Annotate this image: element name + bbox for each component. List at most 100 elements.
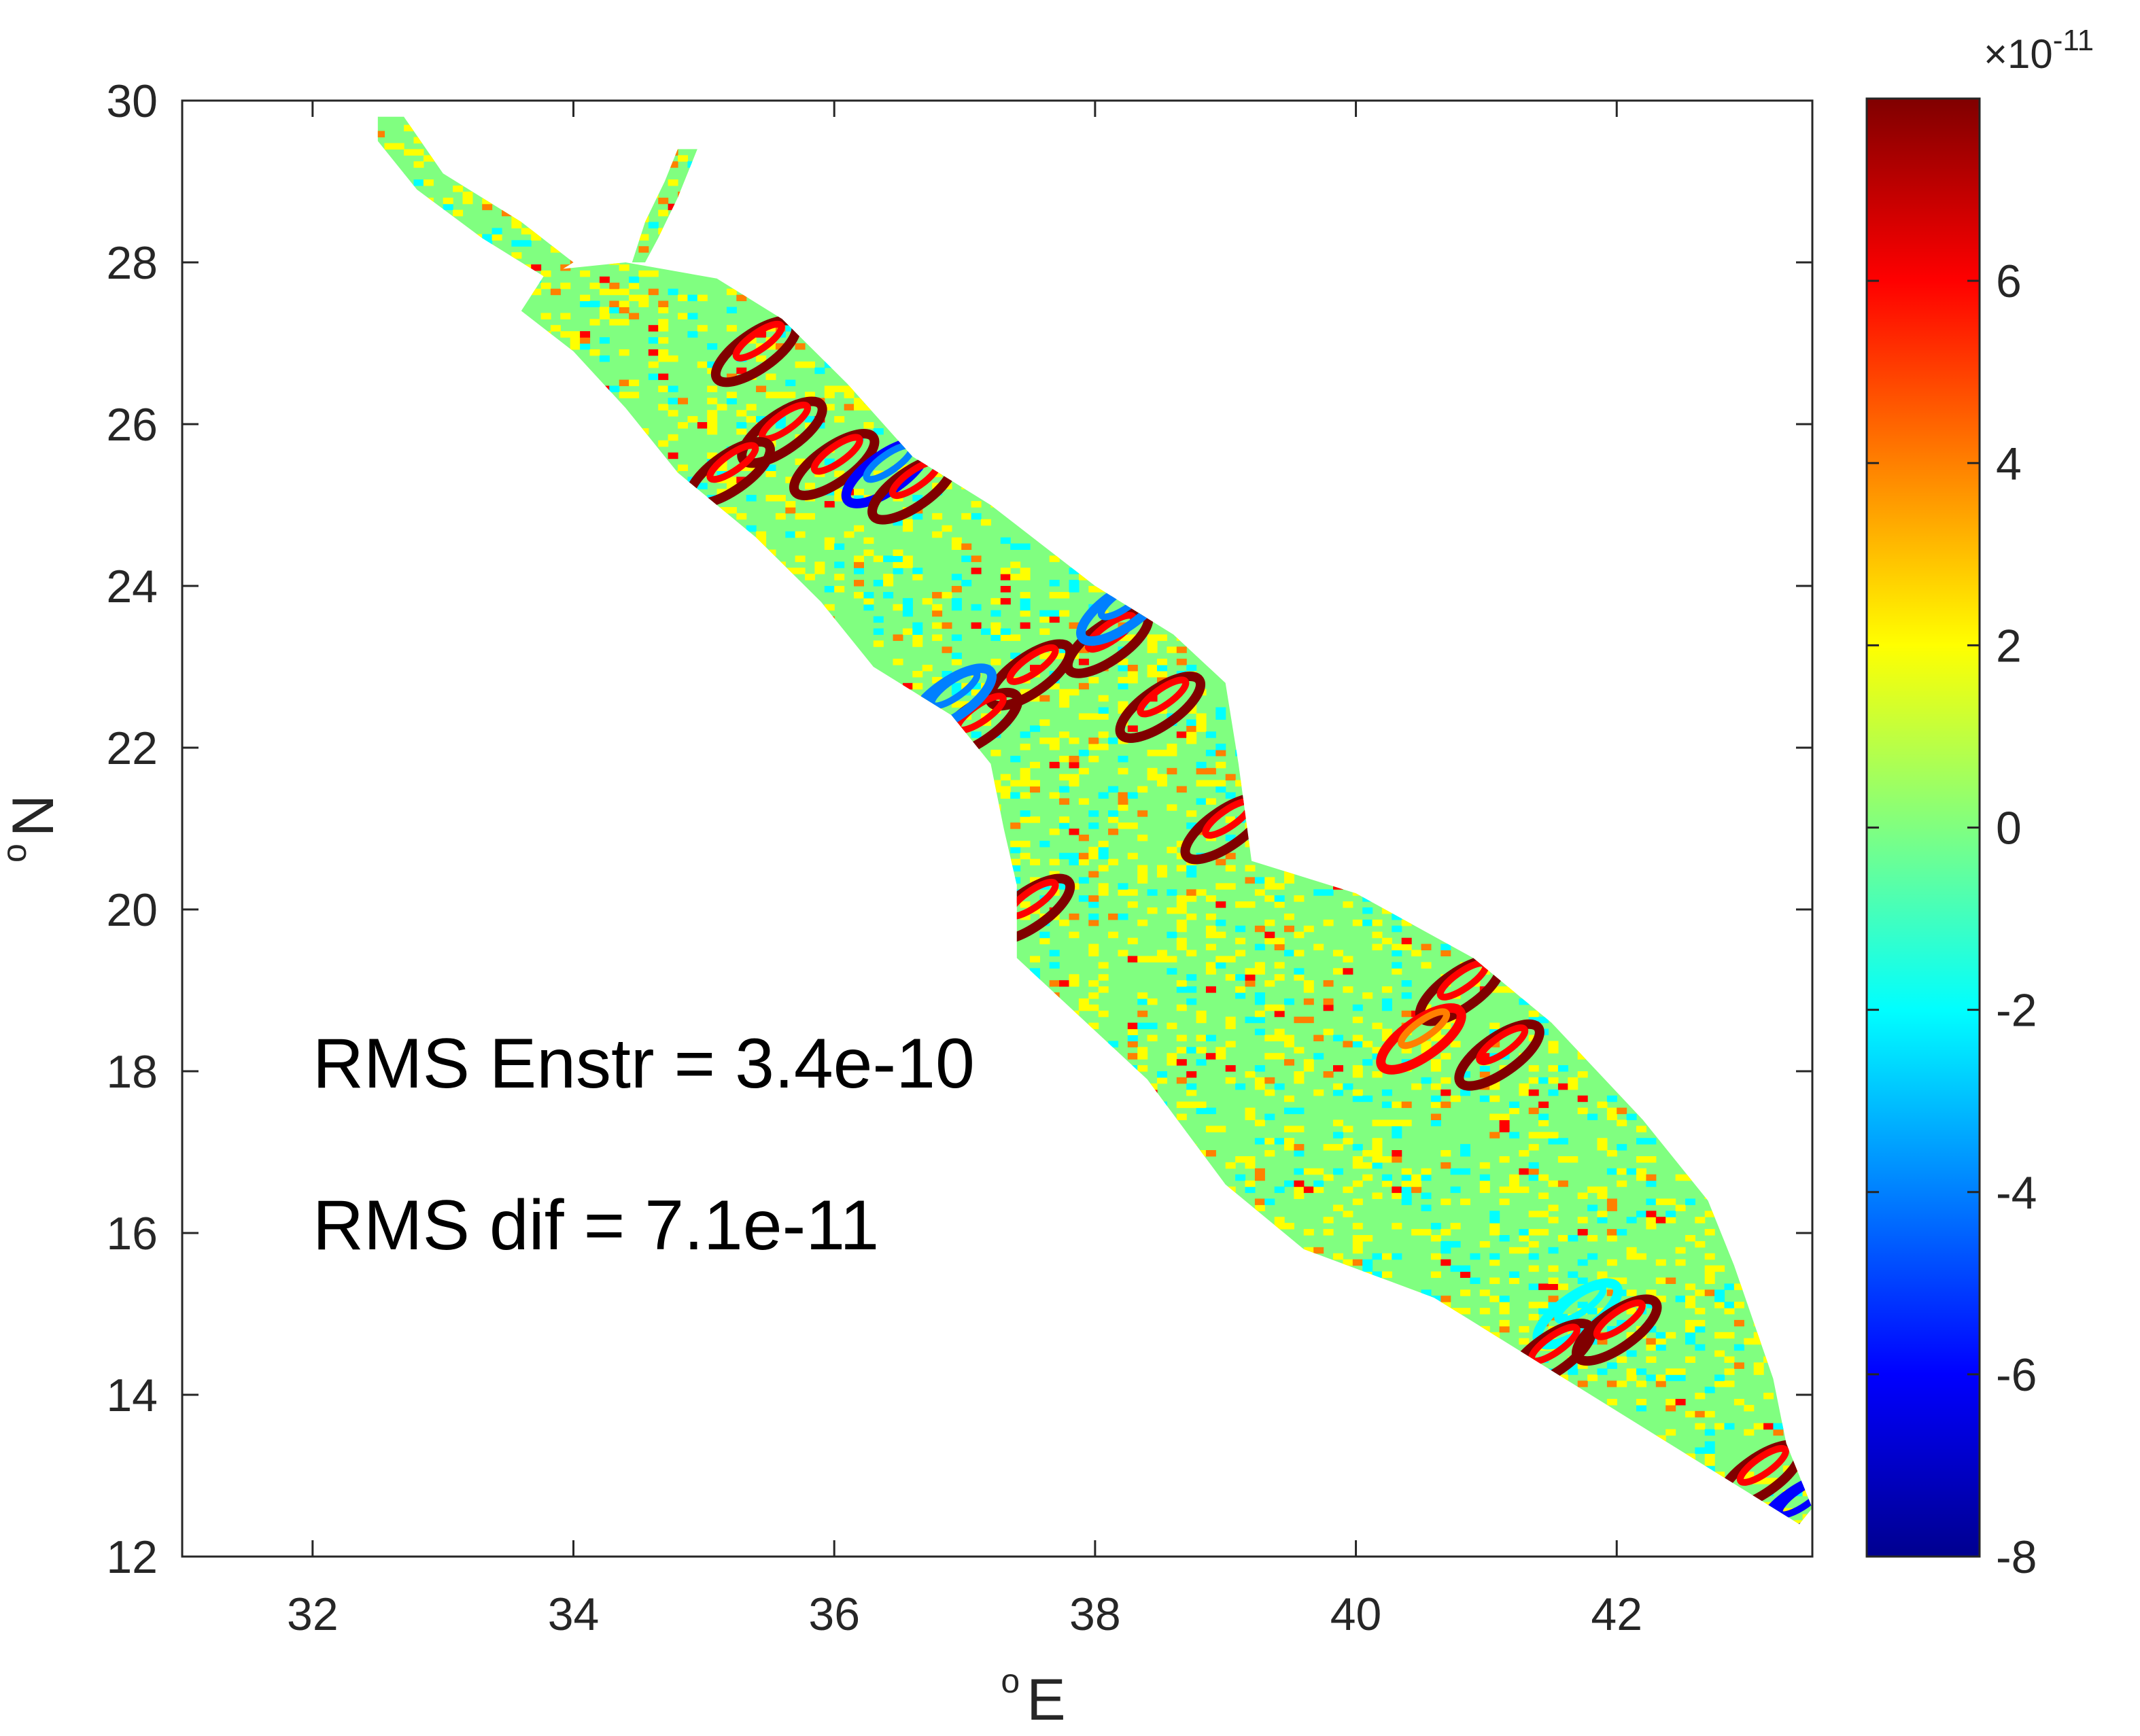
field-cell xyxy=(951,586,962,593)
field-cell xyxy=(1127,889,1138,896)
field-cell xyxy=(990,622,1001,629)
field-cell xyxy=(1078,798,1089,805)
field-cell xyxy=(990,634,1001,641)
field-cell xyxy=(521,228,532,235)
field-cell xyxy=(1069,914,1080,920)
field-cell xyxy=(1127,792,1138,799)
field-cell xyxy=(1020,622,1031,629)
field-cell xyxy=(1205,731,1216,738)
field-cell xyxy=(707,361,718,368)
field-cell xyxy=(893,519,903,526)
field-cell xyxy=(1010,653,1021,659)
field-cell xyxy=(1235,986,1246,993)
field-cell xyxy=(687,416,698,423)
field-cell xyxy=(1118,804,1128,811)
field-cell xyxy=(1196,798,1207,805)
field-cell xyxy=(990,610,1001,617)
field-cell xyxy=(668,203,678,211)
field-cell xyxy=(619,392,629,398)
field-cell xyxy=(658,349,669,356)
field-cell xyxy=(912,640,923,647)
field-cell xyxy=(1118,707,1128,714)
field-cell xyxy=(1176,986,1187,993)
field-cell xyxy=(951,543,962,550)
field-cell xyxy=(1167,767,1177,775)
field-cell xyxy=(795,343,806,350)
field-cell xyxy=(1010,561,1021,568)
field-cell xyxy=(736,428,747,435)
field-cell xyxy=(873,470,884,477)
field-cell xyxy=(1215,931,1226,939)
field-cell xyxy=(482,203,493,211)
field-cell xyxy=(1020,744,1031,750)
field-cell xyxy=(951,604,962,611)
field-cell xyxy=(423,155,434,162)
field-cell xyxy=(1020,574,1031,580)
field-cell xyxy=(1039,719,1050,726)
field-cell xyxy=(863,597,874,605)
field-cell xyxy=(736,294,747,302)
field-cell xyxy=(1176,731,1187,738)
field-cell xyxy=(1010,865,1021,872)
field-cell xyxy=(922,665,933,672)
field-cell xyxy=(1205,914,1216,920)
field-cell xyxy=(511,215,522,223)
field-cell xyxy=(1157,956,1167,962)
field-cell xyxy=(697,294,708,302)
field-cell xyxy=(1205,767,1216,775)
field-cell xyxy=(1078,713,1089,720)
field-cell xyxy=(990,597,1001,605)
field-cell xyxy=(668,385,678,392)
field-cell xyxy=(1215,786,1226,793)
field-cell xyxy=(697,325,708,332)
field-cell xyxy=(1010,840,1021,848)
field-cell xyxy=(707,410,718,417)
field-cell xyxy=(1088,943,1099,951)
field-cell xyxy=(1176,1035,1187,1041)
field-cell xyxy=(1088,755,1099,763)
field-cell xyxy=(1000,568,1011,574)
field-cell xyxy=(902,525,913,532)
field-cell xyxy=(491,234,502,241)
field-cell xyxy=(942,591,952,599)
field-cell xyxy=(932,634,943,641)
field-cell xyxy=(658,404,669,411)
field-cell xyxy=(834,416,845,423)
field-cell xyxy=(824,404,835,411)
field-cell xyxy=(912,634,923,641)
field-cell xyxy=(413,137,424,144)
field-cell xyxy=(453,186,464,192)
field-cell xyxy=(1118,883,1128,890)
field-cell xyxy=(795,513,806,520)
field-cell xyxy=(1137,871,1148,878)
field-cell xyxy=(1186,871,1197,878)
field-cell xyxy=(1176,646,1187,653)
field-cell xyxy=(1039,653,1050,659)
field-cell xyxy=(1127,634,1138,641)
field-cell xyxy=(981,628,991,635)
field-cell xyxy=(805,392,815,398)
field-cell xyxy=(942,622,952,629)
field-cell xyxy=(1176,659,1187,665)
field-cell xyxy=(1118,889,1128,896)
field-cell xyxy=(1088,871,1099,878)
field-cell xyxy=(824,458,835,466)
field-cell xyxy=(1137,877,1148,884)
field-cell xyxy=(1010,822,1021,829)
field-cell xyxy=(717,470,727,477)
field-cell xyxy=(1147,767,1158,775)
field-cell xyxy=(668,288,678,296)
field-cell xyxy=(394,143,404,150)
field-cell xyxy=(668,452,678,459)
field-cell xyxy=(619,288,629,296)
field-cell xyxy=(1225,956,1236,962)
field-cell xyxy=(951,537,962,544)
field-cell xyxy=(638,300,649,307)
field-cell xyxy=(854,555,864,562)
field-cell xyxy=(1088,713,1099,720)
field-cell xyxy=(1176,937,1187,945)
field-cell xyxy=(599,337,610,344)
field-cell xyxy=(1186,974,1197,981)
field-cell xyxy=(1078,834,1089,841)
field-cell xyxy=(658,337,669,344)
